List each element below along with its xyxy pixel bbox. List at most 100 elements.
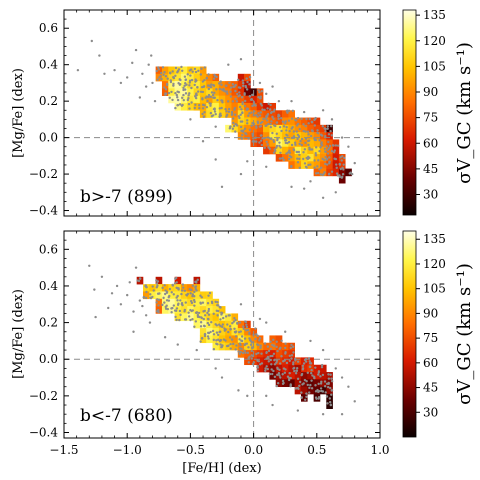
y-tick-label: −0.2 — [29, 167, 58, 181]
scatter-point — [298, 153, 301, 156]
scatter-point — [175, 281, 178, 284]
scatter-point — [207, 309, 210, 313]
x-tick-label: −0.5 — [176, 443, 205, 457]
scatter-point — [321, 125, 324, 128]
scatter-point — [271, 354, 274, 358]
x-tick-label: 0.5 — [307, 443, 326, 457]
scatter-point — [246, 119, 249, 122]
scatter-point — [170, 90, 173, 94]
scatter-point — [207, 73, 210, 76]
heatmap-cell — [237, 88, 245, 96]
scatter-point — [240, 120, 244, 123]
scatter-point — [292, 361, 295, 364]
scatter-point — [288, 359, 291, 362]
scatter-point — [220, 311, 223, 314]
scatter-point — [227, 107, 231, 111]
scatter-point — [178, 103, 182, 106]
scatter-point — [273, 375, 277, 379]
heatmap-cell — [275, 124, 283, 133]
bottom-plot-frame — [63, 230, 381, 439]
scatter-point — [281, 120, 285, 123]
scatter-point — [296, 150, 299, 154]
scatter-point — [202, 85, 206, 88]
scatter-point — [197, 90, 200, 93]
heatmap-cell — [256, 364, 264, 373]
scatter-point — [308, 146, 311, 149]
scatter-point — [268, 108, 272, 111]
scatter-point — [329, 373, 332, 376]
heatmap-cell — [269, 110, 277, 118]
scatter-point — [265, 350, 268, 354]
scatter-point — [168, 96, 171, 100]
x-tick-label: 1.0 — [370, 443, 389, 457]
scatter-point — [247, 346, 250, 349]
scatter-point — [255, 333, 258, 336]
heatmap-cell — [263, 132, 270, 140]
heatmap-cell — [237, 320, 245, 329]
scatter-point — [216, 314, 219, 317]
scatter-point — [339, 156, 342, 159]
scatter-point — [141, 304, 144, 308]
heatmap-cell — [225, 81, 232, 89]
scatter-point — [180, 292, 183, 296]
scatter-point — [212, 114, 215, 117]
heatmap-cell — [187, 95, 194, 104]
scatter-point — [233, 113, 237, 116]
scatter-point — [231, 83, 235, 86]
scatter-point — [300, 143, 303, 147]
scatter-point — [319, 146, 322, 149]
heatmap-cell — [187, 313, 194, 322]
scatter-point — [199, 340, 202, 343]
heatmap-cell — [149, 284, 156, 292]
scatter-point — [157, 304, 160, 307]
colorbar-tick-label: 105 — [423, 282, 446, 296]
heatmap-cell — [307, 372, 314, 380]
scatter-point — [142, 296, 145, 299]
scatter-point — [242, 327, 245, 330]
scatter-point — [308, 391, 311, 394]
scatter-point — [321, 109, 325, 112]
heatmap-cell — [187, 88, 194, 96]
scatter-point — [160, 77, 163, 81]
heatmap-cell — [294, 386, 302, 395]
heatmap-cell — [301, 146, 308, 155]
scatter-point — [191, 70, 194, 73]
heatmap-cell — [218, 102, 226, 111]
scatter-point — [180, 65, 183, 69]
scatter-point — [244, 132, 247, 135]
heatmap-cell — [301, 117, 308, 126]
heatmap-cell — [225, 95, 232, 104]
scatter-point — [76, 68, 80, 72]
scatter-point — [206, 331, 210, 335]
scatter-point — [311, 129, 314, 133]
scatter-point — [215, 331, 219, 334]
scatter-point — [340, 412, 344, 416]
scatter-point — [191, 293, 195, 296]
scatter-point — [182, 93, 185, 97]
scatter-point — [220, 99, 223, 102]
heatmap-cell — [187, 73, 194, 82]
heatmap-cell — [307, 117, 314, 126]
scatter-point — [305, 392, 308, 395]
scatter-point — [88, 264, 91, 268]
scatter-point — [203, 334, 207, 338]
scatter-point — [304, 398, 307, 401]
scatter-point — [243, 93, 246, 96]
scatter-point — [203, 333, 207, 336]
heatmap-cell — [275, 335, 283, 344]
scatter-point — [196, 278, 199, 282]
scatter-point — [327, 373, 330, 376]
scatter-point — [234, 130, 237, 133]
scatter-point — [149, 296, 153, 300]
scatter-point — [338, 162, 341, 166]
scatter-point — [259, 134, 263, 137]
scatter-point — [216, 301, 219, 304]
scatter-point — [248, 332, 251, 336]
heatmap-cell — [319, 124, 327, 133]
scatter-point — [157, 68, 160, 71]
colorbar-tick-label: 60 — [423, 356, 438, 370]
scatter-point — [188, 287, 192, 291]
scatter-point — [327, 140, 330, 144]
scatter-point — [202, 115, 206, 118]
scatter-point — [184, 82, 187, 85]
